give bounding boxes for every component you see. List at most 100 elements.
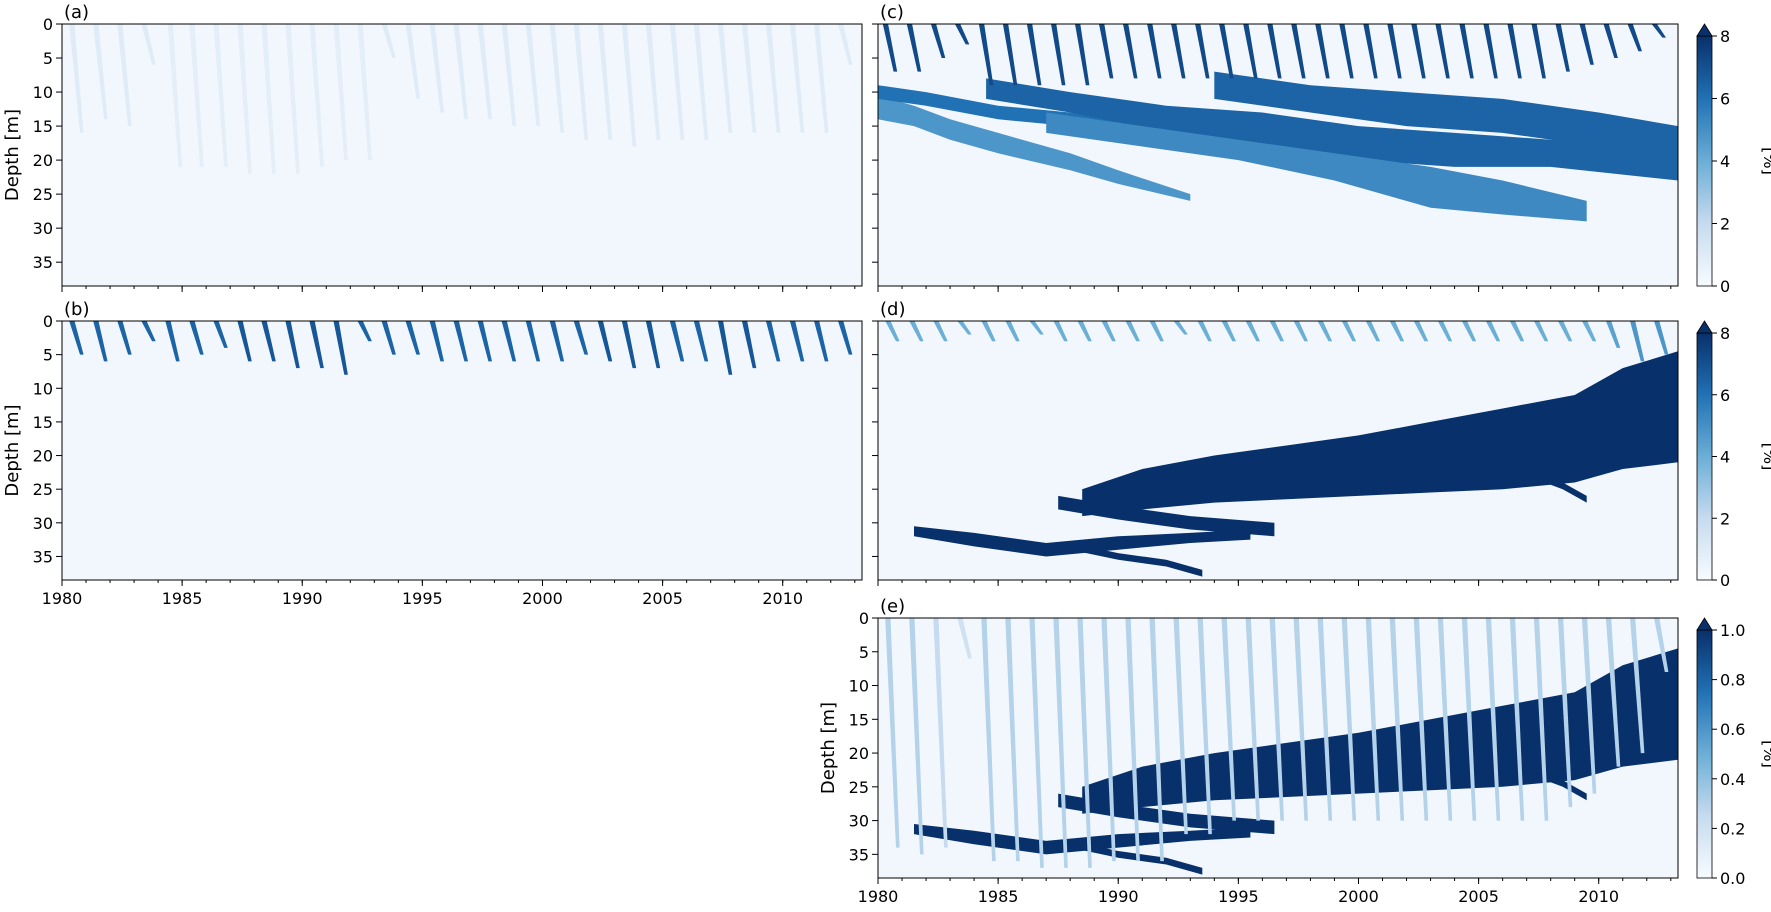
- band-5: [1526, 766, 1587, 801]
- annual-feature-13: [357, 321, 372, 342]
- band-5: [1214, 71, 1678, 161]
- annual-feature-6: [1005, 618, 1020, 862]
- x-tick-label: 2010: [762, 589, 803, 608]
- y-tick-label: 30: [33, 219, 53, 238]
- annual-feature-25: [1459, 24, 1474, 79]
- annual-feature-9: [1075, 24, 1090, 86]
- annual-feature-18: [1291, 24, 1306, 79]
- annual-feature-9: [1077, 321, 1092, 342]
- x-tick-label: 2000: [1338, 887, 1379, 906]
- annual-feature-16: [429, 24, 444, 113]
- colorbar-gradient: [1696, 629, 1713, 879]
- panel-a: 0 5 10 15 20 25 30 35 Depth [m] (a): [2, 2, 863, 292]
- y-tick-label: 30: [33, 514, 53, 533]
- band-1: [914, 824, 1251, 855]
- annual-feature-12: [1147, 24, 1162, 79]
- annual-feature-23: [1411, 24, 1426, 79]
- annual-feature-22: [1387, 24, 1402, 79]
- annual-feature-7: [213, 24, 228, 167]
- annual-feature-22: [1389, 618, 1405, 821]
- annual-feature-19: [501, 24, 517, 127]
- annual-feature-12: [1149, 321, 1164, 342]
- colorbar-tick-label: 2: [1720, 509, 1730, 528]
- annual-feature-33: [1654, 321, 1669, 355]
- annual-feature-1: [69, 24, 84, 133]
- annual-feature-11: [1125, 321, 1140, 342]
- annual-feature-27: [1507, 24, 1522, 79]
- annual-feature-8: [1053, 321, 1068, 342]
- annual-feature-8: [1053, 618, 1068, 868]
- colorbar-tick-label: 6: [1720, 386, 1730, 405]
- annual-feature-28: [717, 321, 733, 375]
- annual-feature-29: [1557, 321, 1573, 342]
- annual-feature-8: [237, 321, 252, 362]
- colorbar-tick-label: 2: [1720, 215, 1730, 234]
- x-tick-label: 1985: [978, 887, 1019, 906]
- colorbar-tick-label: 0.8: [1720, 671, 1745, 690]
- annual-feature-24: [1435, 24, 1450, 79]
- annual-feature-19: [1317, 618, 1333, 821]
- annual-feature-23: [1413, 618, 1429, 821]
- colorbar-tick-label: 6: [1720, 90, 1730, 109]
- plot-area: [885, 321, 1678, 577]
- annual-feature-14: [1195, 24, 1210, 79]
- colorbar: 0 2 4 6 8 [%]: [1696, 23, 1771, 296]
- annual-feature-29: [741, 321, 757, 369]
- colorbar-gradient: [1696, 35, 1713, 287]
- annual-feature-32: [1630, 321, 1645, 362]
- annual-feature-25: [645, 321, 661, 369]
- annual-feature-5: [167, 24, 183, 167]
- axes-frame: [61, 23, 863, 287]
- annual-feature-30: [1581, 321, 1597, 342]
- annual-feature-7: [1029, 321, 1044, 335]
- annual-feature-30: [765, 321, 781, 362]
- panel-c: (c) 0 2 4 6 8 [%]: [872, 2, 1771, 296]
- annual-feature-4: [957, 321, 972, 335]
- annual-feature-5: [981, 618, 996, 862]
- colorbar-label: [%]: [1760, 740, 1771, 768]
- annual-feature-6: [189, 24, 204, 167]
- colorbar-label: [%]: [1760, 443, 1771, 471]
- annual-feature-30: [1579, 24, 1594, 65]
- annual-feature-14: [381, 321, 396, 355]
- annual-feature-11: [1125, 618, 1140, 862]
- annual-feature-33: [838, 24, 853, 65]
- annual-feature-13: [1173, 618, 1188, 835]
- annual-feature-2: [93, 321, 108, 362]
- annual-feature-5: [165, 321, 180, 362]
- annual-feature-2: [906, 24, 922, 72]
- annual-feature-4: [957, 618, 972, 659]
- annual-feature-21: [1365, 321, 1381, 342]
- colorbar-extend-arrow: [1696, 617, 1713, 631]
- colorbar-gradient: [1696, 332, 1713, 581]
- annual-feature-24: [621, 24, 637, 147]
- annual-feature-27: [693, 321, 709, 362]
- annual-feature-22: [573, 321, 589, 355]
- colorbar-extend-arrow: [1696, 23, 1713, 37]
- annual-feature-10: [1099, 24, 1114, 79]
- annual-feature-23: [597, 321, 613, 362]
- colorbar-tick-label: 0: [1720, 277, 1730, 296]
- panel-label: (c): [880, 2, 904, 23]
- colorbar: 0 2 4 6 8 [%]: [1696, 320, 1771, 590]
- annual-feature-31: [1603, 24, 1618, 58]
- annual-feature-12: [1149, 618, 1164, 862]
- y-tick-label: 10: [849, 677, 869, 696]
- colorbar-label: [%]: [1760, 147, 1771, 175]
- annual-feature-14: [381, 24, 396, 58]
- y-tick-label: 30: [849, 812, 869, 831]
- y-tick-label: 0: [43, 15, 53, 34]
- band-5: [1526, 469, 1587, 503]
- y-tick-label: 15: [33, 413, 53, 432]
- axes-frame: [877, 617, 1679, 879]
- annual-feature-15: [405, 321, 420, 355]
- annual-feature-15: [1219, 24, 1234, 79]
- annual-feature-32: [814, 321, 829, 362]
- annual-feature-11: [309, 24, 324, 167]
- y-axis-label: Depth [m]: [818, 702, 839, 794]
- panel-label: (d): [880, 299, 905, 320]
- annual-feature-15: [1221, 321, 1236, 342]
- annual-feature-11: [1123, 24, 1138, 79]
- annual-feature-32: [814, 24, 829, 133]
